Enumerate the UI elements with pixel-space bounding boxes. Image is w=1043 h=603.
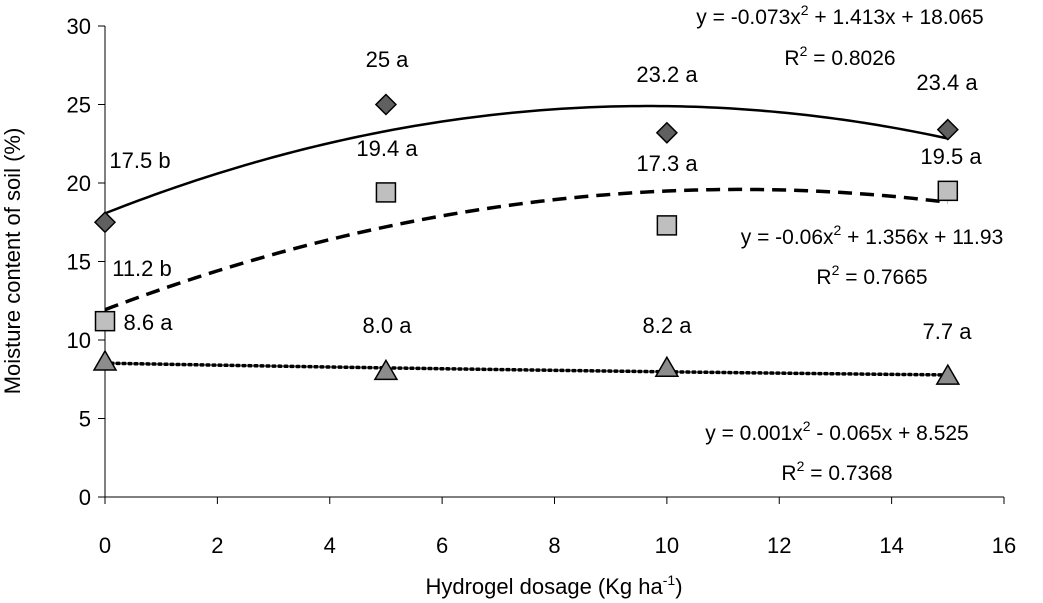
x-axis-title-superscript: -1 xyxy=(663,572,676,588)
triangle-series-data-label: 8.6 a xyxy=(124,310,174,335)
x-tick-label: 12 xyxy=(767,533,791,558)
x-tick-label: 4 xyxy=(324,533,336,558)
square-series-point xyxy=(375,182,397,203)
square-series-trendline xyxy=(104,187,949,312)
diamond-series-data-label: 23.4 a xyxy=(916,70,978,95)
y-tick-label: 20 xyxy=(67,171,91,196)
diamond-series-r-squared: R2 = 0.8026 xyxy=(784,43,895,70)
diamond-series-data-label: 23.2 a xyxy=(636,62,698,87)
diamond-series-point xyxy=(936,118,959,141)
square-series-data-label: 11.2 b xyxy=(112,256,172,281)
y-tick-label: 10 xyxy=(67,328,91,353)
y-tick-label: 15 xyxy=(67,250,91,275)
square-series-point xyxy=(94,310,116,332)
x-tick-label: 0 xyxy=(99,533,111,558)
triangle-series-r-squared: R2 = 0.7368 xyxy=(781,458,892,485)
triangle-series-data-label: 7.7 a xyxy=(923,319,973,344)
triangle-series-point xyxy=(654,355,680,378)
square-series-point xyxy=(656,215,678,236)
x-axis-title: Hydrogel dosage (Kg ha-1) xyxy=(425,572,682,599)
y-tick-label: 30 xyxy=(67,14,91,39)
x-axis-title-suffix: ) xyxy=(675,574,682,599)
diamond-series-trendline xyxy=(104,104,949,215)
x-tick-label: 2 xyxy=(211,533,223,558)
triangle-series-equation: y = 0.001x2 - 0.065x + 8.525 xyxy=(705,418,968,445)
diamond-series-point xyxy=(93,211,117,234)
y-tick-label: 25 xyxy=(67,93,91,118)
square-series-equation: y = -0.06x2 + 1.356x + 11.93 xyxy=(741,222,1004,249)
y-tick-label: 0 xyxy=(79,485,91,510)
triangle-series-point xyxy=(373,358,399,381)
x-tick-label: 10 xyxy=(655,533,679,558)
triangle-series-point xyxy=(935,363,961,385)
x-tick-label: 6 xyxy=(436,533,448,558)
diamond-series-data-label: 17.5 b xyxy=(109,148,170,173)
triangle-series-data-label: 8.0 a xyxy=(363,313,413,338)
square-series-data-label: 19.5 a xyxy=(920,144,982,169)
diamond-series-point xyxy=(374,93,397,116)
square-series-r-squared: R2 = 0.7665 xyxy=(816,262,927,289)
x-tick-label: 16 xyxy=(992,533,1016,558)
x-tick-label: 14 xyxy=(879,533,903,558)
y-tick-label: 5 xyxy=(79,407,91,432)
x-axis-title-main: Hydrogel dosage (Kg ha xyxy=(425,574,663,599)
square-series-data-label: 17.3 a xyxy=(636,151,698,176)
square-series-data-label: 19.4 a xyxy=(356,136,418,161)
triangle-series-trendline xyxy=(103,361,950,377)
y-axis-title: Moisture content of soil (%) xyxy=(0,128,25,395)
x-tick-label: 8 xyxy=(548,533,560,558)
triangle-series-point xyxy=(92,349,118,371)
square-series-point xyxy=(937,180,959,202)
triangle-series-data-label: 8.2 a xyxy=(643,313,693,338)
diamond-series-equation: y = -0.073x2 + 1.413x + 18.065 xyxy=(696,2,983,29)
diamond-series-point xyxy=(655,121,678,144)
diamond-series-data-label: 25 a xyxy=(366,47,410,72)
